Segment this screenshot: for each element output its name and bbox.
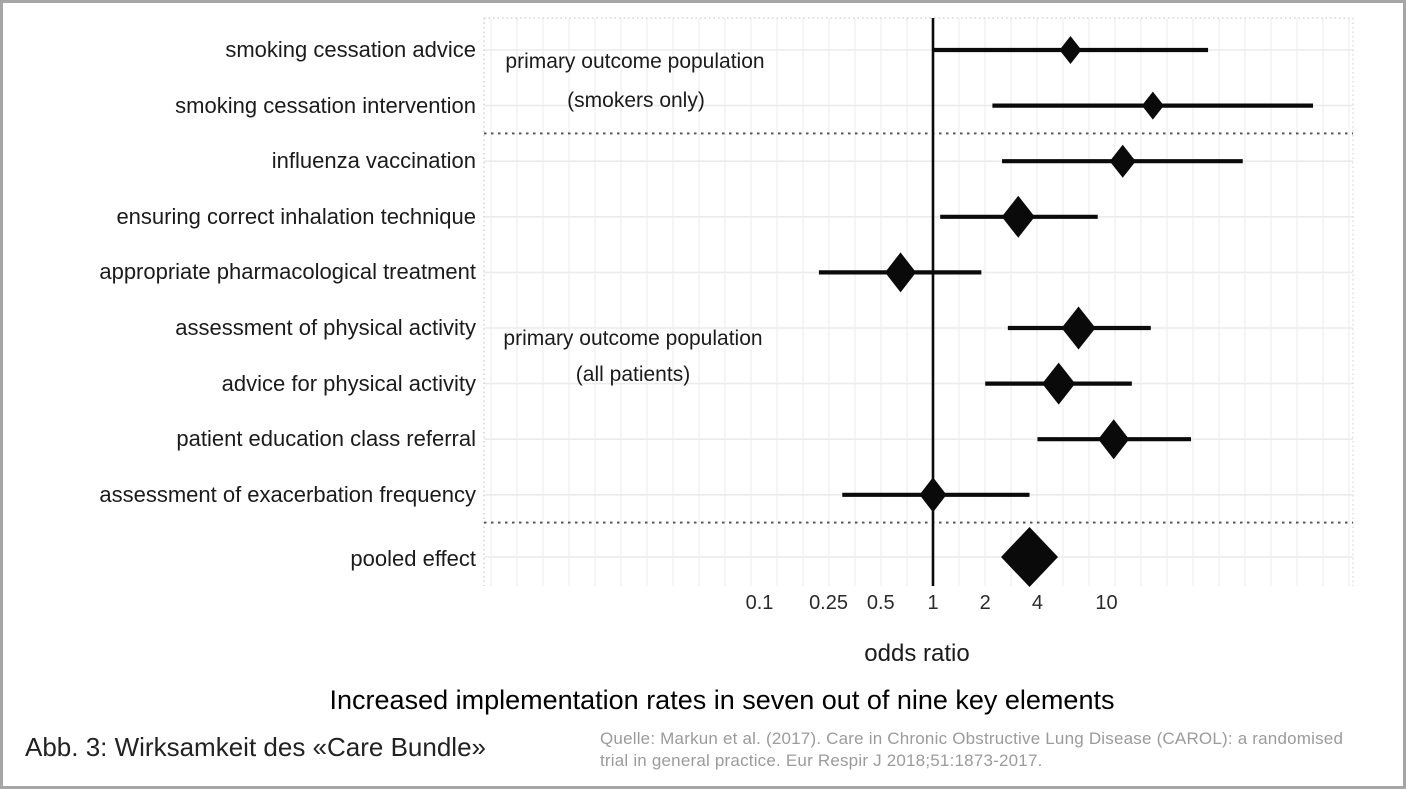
row-label: influenza vaccination (271, 148, 476, 174)
x-tick-label: 0.25 (809, 592, 848, 614)
effect-diamond (1061, 306, 1096, 350)
forest-plot-canvas (483, 17, 1354, 587)
annotation-all-patients-line1: primary outcome population (503, 327, 763, 350)
row-label: smoking cessation intervention (175, 92, 476, 118)
row-label: assessment of physical activity (175, 315, 476, 340)
x-tick-label: 0.5 (866, 592, 895, 614)
row-label: ensuring correct inhalation technique (116, 203, 476, 229)
effect-diamond (1042, 362, 1076, 405)
effect-diamond (1098, 419, 1130, 460)
figure-title: Increased implementation rates in seven … (329, 685, 1115, 715)
row-label: assessment of exacerbation frequency (99, 481, 476, 507)
figure-caption: Abb. 3: Wirksamkeit des «Care Bundle» (25, 732, 486, 762)
annotation-smokers-line2: (smokers only) (567, 89, 705, 112)
annotation-all-patients-line2: (all patients) (575, 363, 691, 386)
effect-diamond (1141, 91, 1164, 120)
x-tick-label: 0.1 (745, 592, 774, 614)
annotation-smokers-line1: primary outcome population (505, 50, 765, 73)
effect-diamond (1001, 195, 1035, 238)
effect-diamond (1109, 144, 1136, 178)
source-line-2: trial in general practice. Eur Respir J … (600, 751, 1043, 770)
row-label: patient education class referral (176, 426, 476, 452)
effect-diamond (1059, 36, 1082, 64)
effect-diamond (919, 477, 947, 513)
pooled-diamond (1001, 527, 1059, 587)
x-tick-label: 4 (1031, 592, 1044, 614)
effect-diamond (885, 252, 917, 293)
source-citation: Quelle: Markun et al. (2017). Care in Ch… (600, 728, 1343, 772)
row-label: pooled effect (350, 546, 476, 571)
source-line-1: Quelle: Markun et al. (2017). Care in Ch… (600, 729, 1344, 748)
row-label: appropriate pharmacological treatment (99, 259, 476, 285)
row-label: smoking cessation advice (225, 37, 476, 62)
x-tick-label: 10 (1095, 592, 1118, 614)
x-tick-label: 2 (979, 592, 991, 614)
x-tick-label: 1 (927, 592, 939, 614)
row-label: advice for physical activity (221, 370, 476, 396)
x-axis-title: odds ratio (864, 640, 970, 667)
